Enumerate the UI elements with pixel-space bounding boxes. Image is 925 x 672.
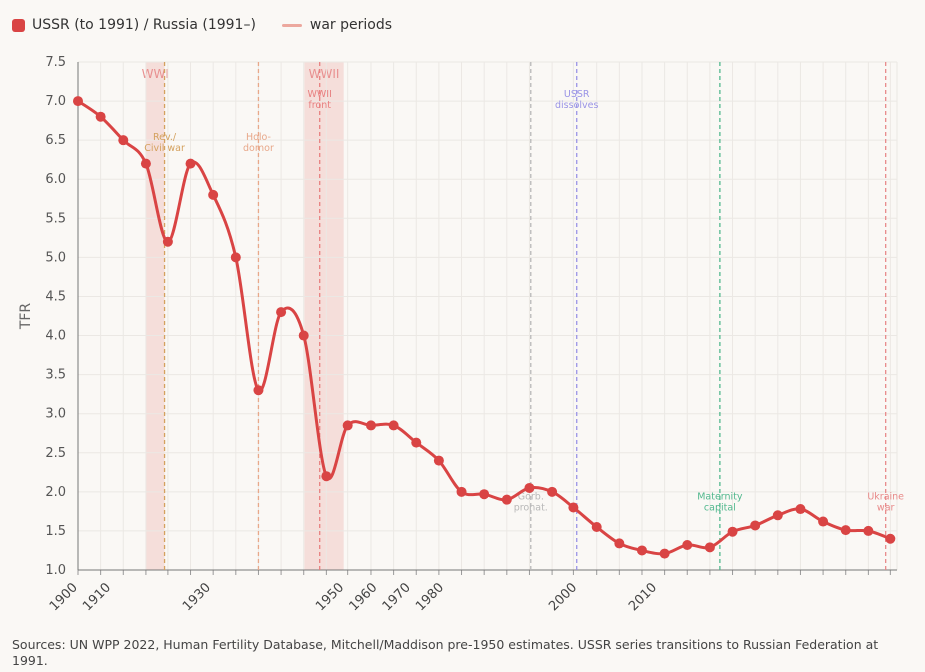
legend-war-swatch bbox=[281, 23, 302, 27]
data-point bbox=[524, 482, 535, 493]
y-tick-label: 2.5 bbox=[45, 446, 66, 461]
data-point bbox=[682, 539, 693, 550]
event-label: Rev./Civil war bbox=[144, 132, 185, 154]
y-tick-label: 6.0 bbox=[45, 172, 66, 187]
y-tick-label: 7.0 bbox=[45, 94, 66, 109]
data-point bbox=[208, 189, 219, 200]
data-point bbox=[818, 516, 829, 527]
y-tick-label: 4.0 bbox=[45, 329, 66, 344]
x-tick-label: 1910 bbox=[80, 580, 114, 614]
event-label: Holo-domor bbox=[243, 132, 274, 154]
data-point bbox=[365, 420, 376, 431]
y-tick-label: 4.5 bbox=[45, 289, 66, 304]
data-point bbox=[185, 158, 196, 169]
data-point bbox=[863, 525, 874, 536]
data-point bbox=[276, 307, 287, 318]
data-point bbox=[73, 96, 83, 107]
data-point bbox=[636, 545, 647, 556]
data-point bbox=[885, 533, 896, 544]
data-point bbox=[433, 455, 444, 466]
source-note: Sources: UN WPP 2022, Human Fertility Da… bbox=[12, 637, 879, 668]
war-band-label: WWII bbox=[309, 67, 340, 81]
data-point bbox=[456, 486, 467, 497]
data-point bbox=[704, 542, 715, 553]
y-tick-label: 3.0 bbox=[45, 407, 66, 422]
y-tick-label: 7.5 bbox=[45, 55, 66, 70]
war-band-1 bbox=[304, 62, 344, 570]
legend-item-series[interactable]: USSR (to 1991) / Russia (1991–) bbox=[12, 17, 256, 33]
x-tick-label: 1950 bbox=[313, 580, 347, 614]
legend-war-label: war periods bbox=[309, 17, 393, 33]
event-label: Gorb. pronat. bbox=[514, 492, 548, 514]
event-label: Maternity capital bbox=[697, 492, 743, 514]
data-point bbox=[162, 236, 173, 247]
y-tick-label: 2.0 bbox=[45, 485, 66, 500]
war-band-label: WWI bbox=[142, 67, 169, 81]
data-point bbox=[614, 538, 625, 549]
y-tick-label: 1.5 bbox=[45, 524, 66, 539]
data-point bbox=[253, 385, 264, 396]
x-tick-label: 1970 bbox=[380, 580, 414, 614]
data-point bbox=[411, 437, 422, 448]
x-tick-label: 1980 bbox=[413, 580, 447, 614]
y-tick-label: 3.5 bbox=[45, 368, 66, 383]
data-point bbox=[140, 158, 151, 169]
data-point bbox=[727, 526, 738, 537]
data-series bbox=[73, 96, 896, 559]
data-point bbox=[591, 522, 602, 533]
war-bands: WWI WWII bbox=[142, 62, 344, 570]
event-label: Ukraine war bbox=[867, 492, 904, 514]
legend-series-label: USSR (to 1991) / Russia (1991–) bbox=[32, 17, 256, 33]
x-tick-label: 1960 bbox=[346, 580, 380, 614]
legend-series-swatch bbox=[12, 18, 25, 32]
tfr-line-chart: WWI WWII 1.0 1.5 2.0 2.5 3.0 3.5 4.0 4.5 5.0 5.5 6.… bbox=[18, 55, 904, 614]
x-tick-label: 2000 bbox=[546, 580, 580, 614]
data-point bbox=[772, 510, 783, 521]
y-tick-label: 5.5 bbox=[45, 211, 66, 226]
data-point bbox=[118, 135, 129, 146]
data-point bbox=[342, 420, 353, 431]
data-point bbox=[501, 494, 512, 505]
data-point bbox=[298, 330, 309, 341]
data-point bbox=[479, 489, 490, 500]
chart-legend: USSR (to 1991) / Russia (1991–) war peri… bbox=[12, 14, 418, 36]
data-point bbox=[840, 525, 851, 536]
data-point bbox=[659, 548, 670, 559]
data-point bbox=[750, 520, 761, 531]
event-label: USSR dissolves bbox=[555, 89, 598, 111]
data-point bbox=[568, 502, 579, 513]
x-tick-label: 1930 bbox=[180, 580, 214, 614]
legend-item-war-periods[interactable]: war periods bbox=[281, 17, 393, 33]
event-label: WWII front bbox=[308, 89, 332, 111]
x-tick-label: 2010 bbox=[626, 580, 660, 614]
data-point bbox=[230, 252, 241, 263]
y-axis-title: TFR bbox=[18, 303, 34, 331]
event-markers: Rev./Civil war Holo-domor WWII front Gorb. pr… bbox=[144, 62, 904, 570]
data-point bbox=[547, 486, 558, 497]
data-point bbox=[795, 504, 806, 515]
y-tick-label: 1.0 bbox=[45, 563, 66, 578]
x-tick-label: 1900 bbox=[47, 580, 81, 614]
war-band-0 bbox=[145, 62, 165, 570]
y-tick-label: 6.5 bbox=[45, 133, 66, 148]
data-point bbox=[388, 420, 399, 431]
y-tick-label: 5.0 bbox=[45, 250, 66, 265]
data-point bbox=[321, 471, 332, 482]
data-point bbox=[95, 111, 106, 122]
